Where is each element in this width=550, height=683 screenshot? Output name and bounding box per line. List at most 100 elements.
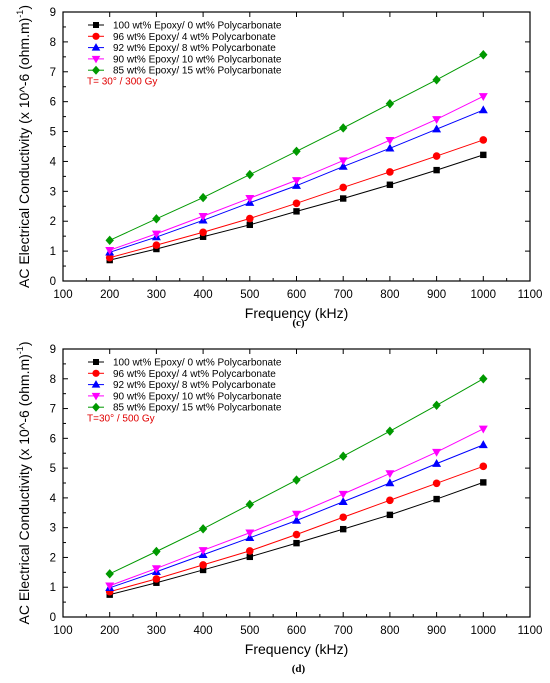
series-3-point — [338, 157, 348, 166]
series-2-point — [385, 143, 395, 152]
y-tick-label: 0 — [50, 276, 56, 288]
series-0-point — [293, 539, 300, 547]
series-3-point — [432, 448, 442, 457]
x-axis-title: Frequency (kHz) — [245, 305, 348, 321]
series-0-point — [340, 525, 347, 533]
series-3-point — [198, 547, 208, 555]
x-tick-label: 900 — [427, 289, 446, 301]
series-4-point — [385, 426, 395, 436]
x-axis-title: Frequency (kHz) — [245, 641, 348, 657]
series-1-point — [199, 228, 207, 237]
series-3-point — [338, 490, 348, 499]
x-tick-label: 800 — [380, 289, 399, 301]
x-tick-label: 400 — [194, 625, 213, 637]
series-3-point — [105, 247, 115, 255]
series-4-point — [245, 169, 254, 180]
series-3-point — [245, 195, 255, 203]
y-axis-title: AC Electrical Conductivity (x 10^-6 (ohm… — [15, 5, 32, 288]
legend-label-2: 92 wt% Epoxy/ 8 wt% Polycarbonate — [113, 43, 276, 54]
legend-marker-0 — [93, 359, 99, 365]
series-0-point — [153, 579, 160, 586]
series-2-point — [432, 458, 442, 467]
series-2-point — [338, 161, 348, 170]
x-tick-label: 1000 — [471, 625, 497, 637]
legend-marker-3 — [91, 55, 101, 64]
x-tick-label: 700 — [334, 289, 353, 301]
series-4-point — [432, 400, 441, 410]
legend-label-4: 85 wt% Epoxy/ 15 wt% Polycarbonate — [113, 66, 282, 77]
series-line-0 — [109, 481, 484, 596]
x-tick-label: 700 — [334, 625, 353, 637]
series-0-point — [386, 511, 394, 519]
series-0-point — [480, 151, 487, 159]
y-tick-label: 9 — [50, 344, 56, 356]
series-3-point — [385, 137, 395, 145]
series-4-point — [479, 50, 488, 60]
series-4-point — [385, 99, 395, 109]
y-tick-label: 6 — [50, 433, 56, 445]
legend-label-1: 96 wt% Epoxy/ 4 wt% Polycarbonate — [113, 32, 276, 43]
series-0-point — [480, 479, 487, 486]
legend-label-2: 92 wt% Epoxy/ 8 wt% Polycarbonate — [113, 380, 276, 391]
series-1-point — [432, 479, 441, 488]
legend-label-0: 100 wt% Epoxy/ 0 wt% Polycarbonate — [113, 21, 282, 32]
x-tick-label: 400 — [194, 289, 213, 301]
y-tick-label: 2 — [50, 216, 56, 228]
series-2-point — [292, 515, 301, 524]
x-tick-label: 1000 — [471, 289, 497, 301]
legend-marker-3 — [91, 392, 101, 401]
legend-label-0: 100 wt% Epoxy/ 0 wt% Polycarbonate — [113, 358, 282, 369]
x-tick-label: 100 — [53, 625, 72, 637]
x-tick-label: 200 — [100, 289, 119, 301]
series-1-point — [105, 253, 114, 262]
y-tick-label: 8 — [50, 37, 56, 49]
series-0-point — [246, 221, 253, 229]
x-tick-label: 500 — [240, 625, 259, 637]
series-4-point — [105, 235, 114, 246]
series-1-point — [292, 530, 301, 539]
subfigure-caption: (c) — [292, 317, 305, 329]
y-tick-label: 4 — [50, 493, 57, 505]
x-tick-label: 200 — [100, 625, 119, 637]
y-axis-title-main: AC Electrical Conductivity (x 10^-6 (ohm… — [16, 354, 32, 624]
subfigure-caption: (d) — [292, 663, 306, 675]
series-4-point — [479, 374, 488, 384]
y-tick-label: 9 — [50, 7, 56, 19]
series-3-point — [478, 93, 488, 101]
series-2-point — [478, 105, 488, 114]
series-0-point — [433, 166, 440, 174]
series-0-point — [293, 208, 300, 215]
x-tick-label: 300 — [147, 289, 166, 301]
series-4-point — [339, 451, 348, 461]
chart-panel-c: 100 200 300 400 500 600 700 800 900 1000 1100 0 1 2 3 4… — [15, 5, 542, 329]
legend-label-3: 90 wt% Epoxy/ 10 wt% Polycarbonate — [113, 54, 282, 65]
legend-marker-4 — [92, 65, 100, 75]
series-4-point — [198, 524, 208, 534]
y-axis-title-sup: -1 — [15, 346, 25, 354]
y-tick-label: 5 — [50, 127, 56, 139]
series-4-point — [152, 214, 161, 224]
series-4-point — [432, 75, 441, 85]
y-tick-label: 1 — [50, 582, 56, 594]
series-3-point — [151, 565, 161, 574]
series-4-point — [198, 192, 208, 203]
conductivity-chart-500gy: 100 200 300 400 500 600 700 800 900 1000 1100 0 1 2 3 4… — [15, 342, 542, 676]
chart-panel-d: 100 200 300 400 500 600 700 800 900 1000 1100 0 1 2 3 4… — [0, 342, 550, 683]
series-1-point — [386, 168, 394, 176]
series-4-point — [339, 123, 348, 133]
series-2-point — [338, 497, 348, 505]
series-3-point — [292, 510, 301, 519]
series-4-point — [152, 546, 161, 557]
series-3-point — [105, 582, 115, 591]
y-axis-title: AC Electrical Conductivity (x 10^-6 (ohm… — [15, 342, 32, 625]
x-tick-label: 800 — [380, 625, 399, 637]
condition-annotation: T=30° / 500 Gy — [87, 414, 155, 425]
legend-marker-1 — [92, 369, 100, 377]
series-2-point — [432, 124, 442, 133]
y-tick-label: 3 — [50, 186, 56, 198]
series-0-point — [433, 495, 440, 503]
series-1-point — [479, 462, 488, 471]
series-1-point — [199, 561, 207, 569]
conductivity-chart-300gy: 100 200 300 400 500 600 700 800 900 1000 1100 0 1 2 3 4… — [15, 5, 542, 329]
y-axis-title-sup: -1 — [15, 10, 25, 18]
